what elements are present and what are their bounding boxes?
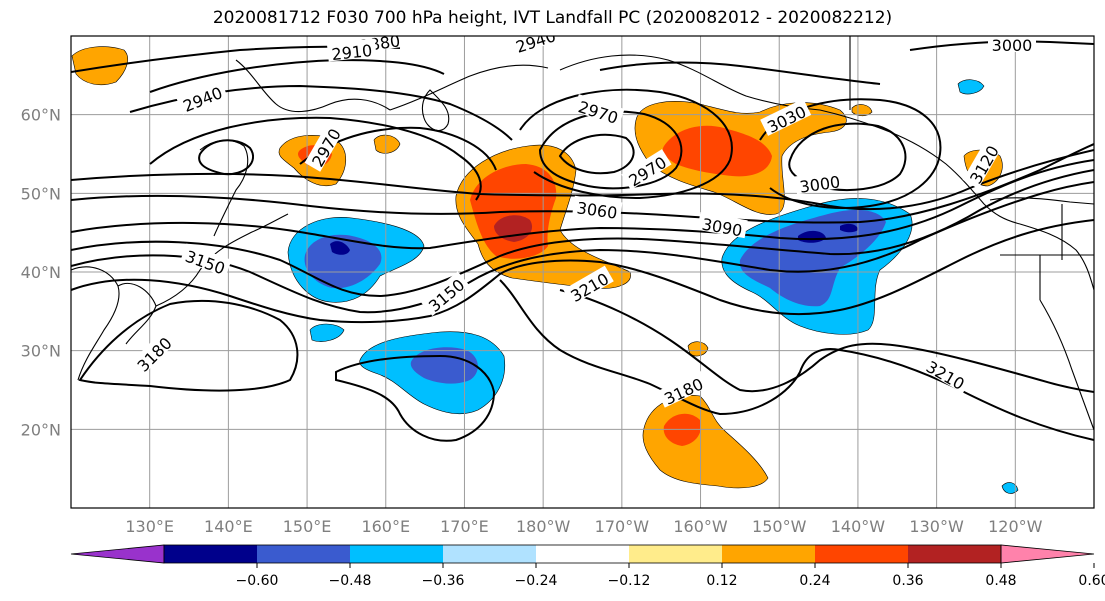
ivt-negative-region [304,234,382,289]
contour-label-background [304,121,345,172]
longitude-label: 170°W [595,517,650,536]
colorbar-tick-label: 0.48 [985,573,1016,589]
contour-label-background [760,98,812,136]
ivt-positive-region [662,125,772,177]
contour-label-background [563,265,614,306]
ivt-negative-region [330,241,350,255]
longitude-label: 130°E [125,517,174,536]
ivt-negative-region [1001,482,1019,494]
contour-label-background [794,169,845,195]
colorbar-segment [443,545,537,563]
latitude-label: 40°N [21,263,61,282]
longitude-label: 120°W [988,517,1043,536]
contour-label-background [509,36,561,56]
ivt-negative-region [840,223,858,233]
longitude-label: 160°E [361,517,410,536]
longitude-label: 150°W [752,517,807,536]
longitude-label: 170°E [440,517,489,536]
ivt-negative-region [957,79,985,95]
colorbar-segment [629,545,723,563]
contour-label-background [621,149,672,190]
colorbar-tick-label: −0.36 [422,573,465,589]
longitude-label: 130°W [909,517,964,536]
contour-label-background [962,138,1003,189]
height-contours [71,40,1094,442]
ivt-negative-region [309,323,345,342]
contour-label-background [697,212,748,239]
longitude-label: 140°E [204,517,253,536]
colorbar-segment [257,545,351,563]
colorbar-tick-label: −0.48 [329,573,372,589]
latitude-label: 60°N [21,106,61,125]
contour-label-background [988,36,1036,52]
longitude-label: 160°W [673,517,728,536]
contour-label-background [921,353,972,394]
colorbar-tick-label: −0.24 [515,573,558,589]
colorbar-segment [164,545,258,563]
ivt-positive-region [71,46,128,86]
colorbar-tick-label: 0.36 [892,573,923,589]
ivt-positive-region [373,134,401,154]
contour-label-background [420,271,470,317]
colorbar-tick-label: −0.60 [236,573,279,589]
longitude-label: 180°W [516,517,571,536]
ivt-positive-region [851,104,873,117]
contour-label: 2910 [331,41,373,64]
contour-label-background [326,38,377,62]
latitude-labels: 60°N 50°N 40°N 30°N 20°N [21,106,61,440]
colorbar-tick-label: 0.60 [1078,573,1105,589]
longitude-label: 150°E [283,517,332,536]
ivt-positive-region [663,413,702,446]
contour-label: 3000 [992,36,1033,55]
longitude-labels: 130°E 140°E 150°E 160°E 170°E 180°W 170°W 160°W… [125,517,1042,536]
colorbar-segment [908,545,1002,563]
colorbar-tick-label: 0.24 [799,573,830,589]
contour-label-background [572,195,623,221]
contour-label-background [573,94,625,127]
latitude-label: 50°N [21,184,61,203]
longitude-label: 140°W [831,517,886,536]
map-title: 2020081712 F030 700 hPa height, IVT Land… [212,8,893,28]
colorbar-tick-label: 0.12 [706,573,737,589]
latitude-label: 20°N [21,420,61,439]
colorbar-outline [163,544,1002,564]
colorbar-extend-low [70,544,165,564]
colorbar-segment [536,545,630,563]
colorbar-tick-label: −0.12 [608,573,651,589]
contour-label-background [129,329,177,377]
contour-label-background [180,243,232,277]
ivt-positive-region [687,341,709,357]
colorbar-segment [722,545,816,563]
contour-label-background [657,370,709,408]
colorbar-segment [350,545,444,563]
ivt-negative-region [739,209,886,307]
latitude-label: 30°N [21,342,61,361]
colorbar: −0.60 −0.48 −0.36 −0.24 −0.12 0.12 0.24 0.36 0.4… [70,544,1105,589]
map-frame [70,35,1095,509]
colorbar-segment [815,545,909,563]
colorbar-extend-high [1000,544,1095,564]
contour-label-background [176,79,228,115]
